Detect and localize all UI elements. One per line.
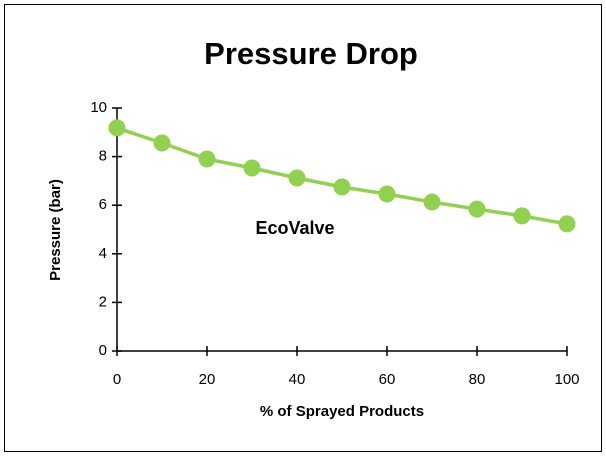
y-tick-label: 6 <box>99 196 107 213</box>
y-axis-label: Pressure (bar) <box>47 179 64 281</box>
marker <box>108 119 126 137</box>
x-tick-label: 20 <box>199 371 216 388</box>
y-tick-label: 4 <box>99 245 107 262</box>
x-tick-label: 80 <box>469 371 486 388</box>
marker <box>558 215 576 233</box>
marker <box>288 169 306 187</box>
marker <box>468 200 486 218</box>
y-tick-label: 2 <box>99 293 107 310</box>
marker <box>153 134 171 152</box>
marker <box>513 207 531 225</box>
chart-frame <box>4 4 602 452</box>
marker <box>333 178 351 196</box>
marker <box>243 159 261 177</box>
annotation: EcoValve <box>255 218 334 238</box>
marker <box>198 150 216 168</box>
y-tick-label: 0 <box>99 342 107 359</box>
marker <box>378 185 396 203</box>
x-tick-label: 40 <box>289 371 306 388</box>
chart-title: Pressure Drop <box>204 36 418 71</box>
marker <box>423 193 441 211</box>
x-tick-label: 0 <box>113 371 121 388</box>
x-axis-label: % of Sprayed Products <box>260 403 424 420</box>
x-tick-label: 60 <box>379 371 396 388</box>
x-tick-label: 100 <box>554 371 579 388</box>
y-tick-label: 10 <box>90 99 107 116</box>
y-tick-label: 8 <box>99 148 107 165</box>
